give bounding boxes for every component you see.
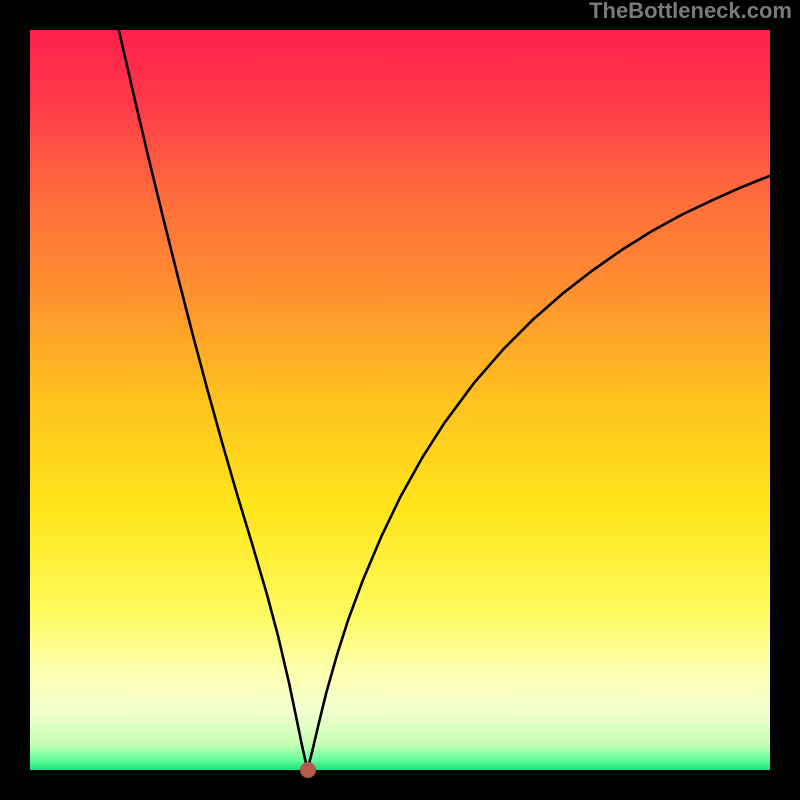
plot-area — [30, 30, 770, 770]
chart-frame: TheBottleneck.com — [0, 0, 800, 800]
minimum-marker — [300, 762, 316, 778]
chart-svg — [30, 30, 770, 770]
gradient-background — [30, 30, 770, 770]
watermark-text: TheBottleneck.com — [589, 0, 792, 22]
